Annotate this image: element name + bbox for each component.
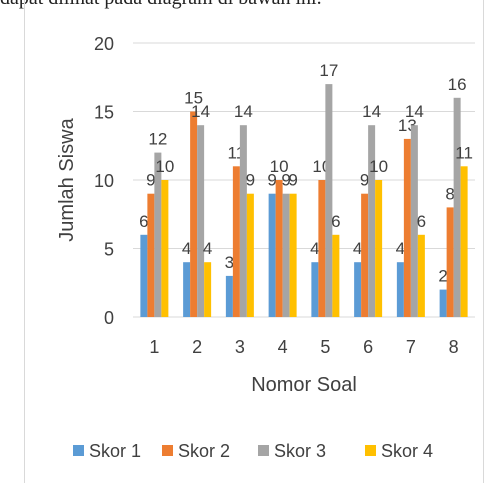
- y-tick-label: 10: [94, 171, 114, 191]
- bar: [154, 152, 162, 317]
- y-axis-title: Jumlah Siswa: [56, 117, 78, 241]
- bar: [190, 111, 198, 317]
- bar: [225, 275, 233, 317]
- data-label: 10: [369, 157, 388, 176]
- data-label: 9: [360, 171, 369, 190]
- data-label: 14: [405, 102, 424, 121]
- data-label: 3: [225, 253, 234, 272]
- data-label: 6: [139, 212, 148, 231]
- x-tick-label: 1: [149, 337, 159, 357]
- bar: [332, 234, 340, 317]
- bar: [375, 180, 383, 317]
- bar: [403, 138, 411, 317]
- x-tick-label: 7: [406, 337, 416, 357]
- data-label: 17: [319, 61, 338, 80]
- data-label: 4: [182, 239, 191, 258]
- data-label: 8: [445, 184, 454, 203]
- y-tick-label: 15: [94, 103, 114, 123]
- data-label: 9: [281, 171, 290, 190]
- data-label: 9: [246, 171, 255, 190]
- bar: [275, 180, 283, 317]
- legend-swatch: [365, 445, 376, 456]
- legend-swatch: [258, 445, 269, 456]
- legend-swatch: [73, 445, 84, 456]
- bar: [325, 84, 333, 317]
- x-tick-label: 6: [363, 337, 373, 357]
- data-label: 10: [270, 157, 289, 176]
- bar: [439, 289, 447, 317]
- bar: [460, 166, 468, 317]
- bar: [289, 193, 297, 317]
- data-label: 9: [267, 171, 276, 190]
- bar: [232, 166, 240, 317]
- data-label: 6: [417, 212, 426, 231]
- legend-label: Skor 1: [89, 441, 141, 461]
- bar: [197, 125, 205, 317]
- data-label: 14: [362, 102, 381, 121]
- bar: [453, 97, 461, 317]
- legend-label: Skor 3: [274, 441, 326, 461]
- data-label: 4: [310, 239, 319, 258]
- bar: [282, 193, 290, 317]
- bar: [361, 193, 369, 317]
- x-tick-label: 8: [449, 337, 459, 357]
- bar: [246, 193, 254, 317]
- legend-label: Skor 2: [178, 441, 230, 461]
- data-label: 16: [448, 75, 467, 94]
- data-label: 2: [438, 267, 447, 286]
- bar: [311, 262, 319, 317]
- bar: [368, 125, 376, 317]
- bar: [204, 262, 212, 317]
- x-axis-title: Nomor Soal: [251, 374, 357, 396]
- y-tick-label: 5: [104, 240, 114, 260]
- data-label: 6: [331, 212, 340, 231]
- data-label: 4: [353, 239, 362, 258]
- bar: [268, 193, 276, 317]
- bar: [161, 180, 169, 317]
- bar: [140, 234, 148, 317]
- data-label: 15: [184, 89, 203, 108]
- y-tick-label: 20: [94, 34, 114, 54]
- data-label: 4: [203, 239, 212, 258]
- data-label: 9: [146, 171, 155, 190]
- caption-text: dapat dilihat pada diagram di bawah ini.: [0, 0, 494, 9]
- data-label: 4: [396, 239, 405, 258]
- bar: [239, 125, 247, 317]
- bar: [354, 262, 362, 317]
- x-tick-label: 4: [278, 337, 288, 357]
- data-label: 9: [288, 171, 297, 190]
- x-tick-label: 2: [192, 337, 202, 357]
- data-label: 14: [191, 102, 210, 121]
- data-label: 10: [155, 157, 174, 176]
- bar: [446, 207, 454, 317]
- data-label: 12: [148, 130, 167, 149]
- data-label: 14: [234, 102, 253, 121]
- bar: [318, 180, 326, 317]
- bar: [396, 262, 404, 317]
- bar: [147, 193, 155, 317]
- x-tick-label: 5: [320, 337, 330, 357]
- y-tick-label: 0: [104, 308, 114, 328]
- data-label: 11: [455, 143, 473, 162]
- bar: [183, 262, 191, 317]
- bar: [410, 125, 418, 317]
- legend-swatch: [162, 445, 173, 456]
- legend-label: Skor 4: [381, 441, 433, 461]
- bar: [417, 234, 425, 317]
- chart-frame: [24, 0, 484, 483]
- x-tick-label: 3: [235, 337, 245, 357]
